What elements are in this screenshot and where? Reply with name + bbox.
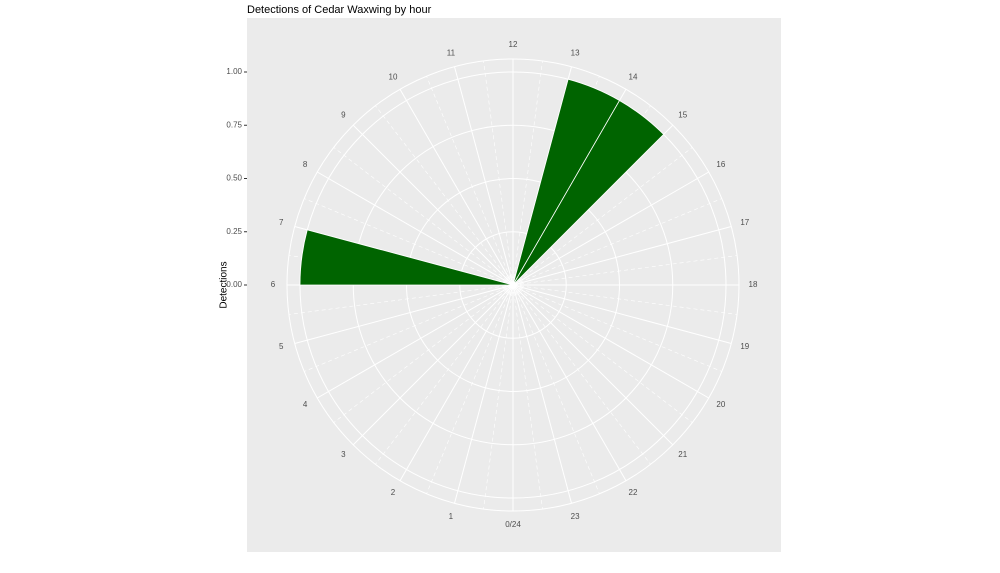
y-tick-label: 0.50 [226, 174, 242, 183]
x-tick-label: 7 [279, 218, 284, 227]
x-tick-label: 12 [509, 40, 518, 49]
bar [512, 99, 665, 286]
x-tick-label: 13 [571, 48, 580, 57]
grid-spoke [399, 89, 514, 286]
x-tick-label: 20 [716, 400, 725, 409]
grid-spoke-minor [333, 284, 514, 423]
grid-spoke [352, 124, 514, 286]
y-tick-label: 1.00 [226, 67, 242, 76]
x-tick-label: 19 [740, 342, 749, 351]
x-tick-label: 17 [740, 218, 749, 227]
x-tick-label: 22 [629, 488, 638, 497]
x-tick-label: 11 [447, 48, 456, 57]
grid-spoke [512, 171, 709, 286]
y-tick-label: 0.25 [226, 227, 242, 236]
grid-spoke-minor [483, 60, 514, 286]
x-tick-label: 14 [629, 72, 638, 81]
x-tick-label: 2 [391, 488, 396, 497]
x-tick-label: 3 [341, 450, 346, 459]
y-tick-label: 0.75 [226, 120, 242, 129]
x-tick-label: 16 [716, 160, 725, 169]
x-tick-label: 9 [341, 110, 346, 119]
grid-spoke [454, 284, 514, 504]
grid-spoke [512, 284, 732, 344]
grid-spoke-minor [512, 284, 543, 510]
x-tick-label: 10 [389, 72, 398, 81]
grid-spoke-minor [426, 76, 514, 286]
x-tick-label: 0/24 [505, 520, 521, 529]
grid-spoke [317, 284, 514, 399]
grid-spoke-minor [512, 60, 543, 286]
grid-spoke [512, 284, 572, 504]
grid-spoke [512, 284, 709, 399]
grid-spoke [512, 284, 627, 481]
grid-spoke [512, 284, 674, 446]
x-tick-label: 8 [303, 160, 308, 169]
y-axis-title: Detections [219, 261, 230, 308]
bar [299, 229, 514, 286]
grid-spoke-minor [288, 284, 514, 315]
grid-spoke-minor [375, 105, 514, 286]
grid-spoke [294, 284, 514, 344]
x-tick-label: 15 [678, 110, 687, 119]
grid-spoke-minor [426, 284, 514, 494]
grid-spoke-minor [304, 284, 514, 372]
grid-spoke-minor [512, 284, 738, 315]
grid-spoke-minor [512, 284, 600, 494]
grid-spoke-minor [512, 255, 738, 286]
x-tick-label: 1 [449, 512, 454, 521]
grid-spoke [317, 171, 514, 286]
grid-spoke [399, 284, 514, 481]
grid-spoke-minor [333, 147, 514, 286]
x-tick-label: 6 [271, 280, 276, 289]
grid-spoke-minor [512, 147, 693, 286]
x-tick-label: 4 [303, 400, 308, 409]
grid-spoke [512, 226, 732, 286]
grid-spoke-minor [483, 284, 514, 510]
chart-title: Detections of Cedar Waxwing by hour [247, 4, 432, 16]
grid-spoke-minor [512, 198, 722, 286]
x-tick-label: 23 [571, 512, 580, 521]
grid-spoke-minor [512, 284, 651, 465]
x-tick-label: 18 [749, 280, 758, 289]
grid-spoke-minor [512, 284, 693, 423]
x-tick-label: 21 [678, 450, 687, 459]
grid-spoke [454, 66, 514, 286]
grid-spoke-minor [304, 198, 514, 286]
grid-spoke-minor [375, 284, 514, 465]
grid-spoke-minor [512, 284, 722, 372]
y-tick-label: 0.00 [226, 280, 242, 289]
x-tick-label: 5 [279, 342, 284, 351]
grid-spoke [352, 284, 514, 446]
